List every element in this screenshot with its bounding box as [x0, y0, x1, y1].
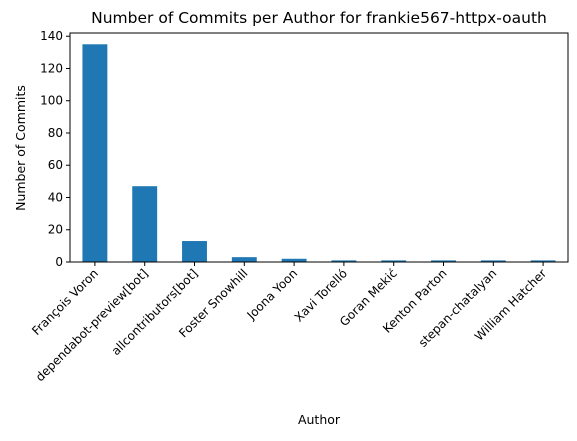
x-axis-label: Author [298, 412, 341, 427]
y-tick-label: 80 [48, 126, 63, 140]
bar-9 [530, 260, 556, 262]
bar-8 [480, 260, 506, 262]
x-axis-ticks: François Vorondependabot-preview[bot]all… [29, 262, 549, 384]
plot-frame [69, 32, 569, 263]
y-axis-ticks: 0 20 40 60 80 100 120 140 [40, 29, 70, 269]
bar-3 [231, 257, 257, 262]
bar-0 [82, 44, 108, 263]
y-tick-label: 0 [55, 255, 63, 269]
bar-6 [381, 260, 407, 262]
y-tick-label: 40 [48, 190, 63, 204]
bar-2 [182, 241, 207, 262]
x-tick-label: allcontributors[bot] [109, 266, 201, 358]
bar-7 [431, 260, 456, 262]
bar-1 [132, 186, 158, 262]
y-tick-label: 60 [48, 158, 63, 172]
axes-frame [69, 32, 569, 263]
chart-title: Number of Commits per Author for frankie… [91, 9, 547, 27]
y-tick-label: 140 [40, 29, 63, 43]
y-axis-label: Number of Commits [13, 85, 28, 211]
y-tick-label: 100 [40, 94, 63, 108]
bars-group [82, 44, 556, 263]
bar-4 [281, 258, 307, 262]
bar-5 [331, 260, 357, 262]
y-tick-label: 120 [40, 61, 63, 75]
y-tick-label: 20 [48, 223, 63, 237]
